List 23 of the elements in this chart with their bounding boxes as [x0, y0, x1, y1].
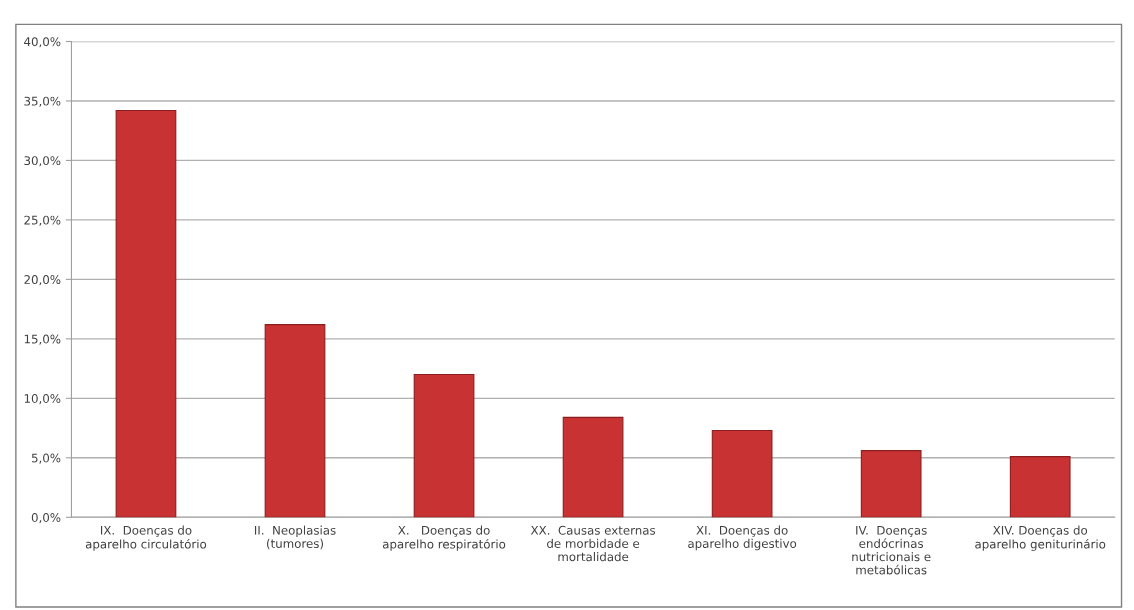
y-tick-label: 30,0%	[24, 156, 61, 167]
y-tick-label: 35,0%	[24, 96, 61, 107]
y-tick-label: 0,0%	[31, 513, 61, 524]
bar	[860, 450, 922, 518]
y-tick-label: 25,0%	[24, 215, 61, 226]
y-tick-label: 10,0%	[24, 394, 61, 405]
bar	[711, 429, 773, 518]
bar	[115, 109, 177, 518]
x-tick-label: IX. Doenças do aparelho circulatório	[85, 525, 207, 551]
y-tick-label: 40,0%	[24, 37, 61, 48]
bar	[1009, 456, 1071, 518]
x-tick-label: XIV. Doenças do aparelho geniturinário	[975, 525, 1106, 551]
y-tick-label: 5,0%	[31, 453, 61, 464]
x-tick-label: IV. Doenças endócrinas nutricionais e metabólicas	[852, 525, 931, 575]
y-tick-label: 20,0%	[24, 275, 61, 286]
x-tick-label: XX. Causas externas de morbidade e mortalidade	[530, 525, 656, 562]
bar	[264, 324, 326, 518]
x-tick-label: X. Doenças do aparelho respiratório	[382, 525, 506, 551]
bar	[562, 416, 624, 518]
x-tick-label: II. Neoplasias (tumores)	[254, 525, 336, 550]
bar	[413, 373, 475, 518]
y-tick-label: 15,0%	[24, 334, 61, 345]
x-tick-label: XI. Doenças do aparelho digestivo	[688, 525, 797, 551]
